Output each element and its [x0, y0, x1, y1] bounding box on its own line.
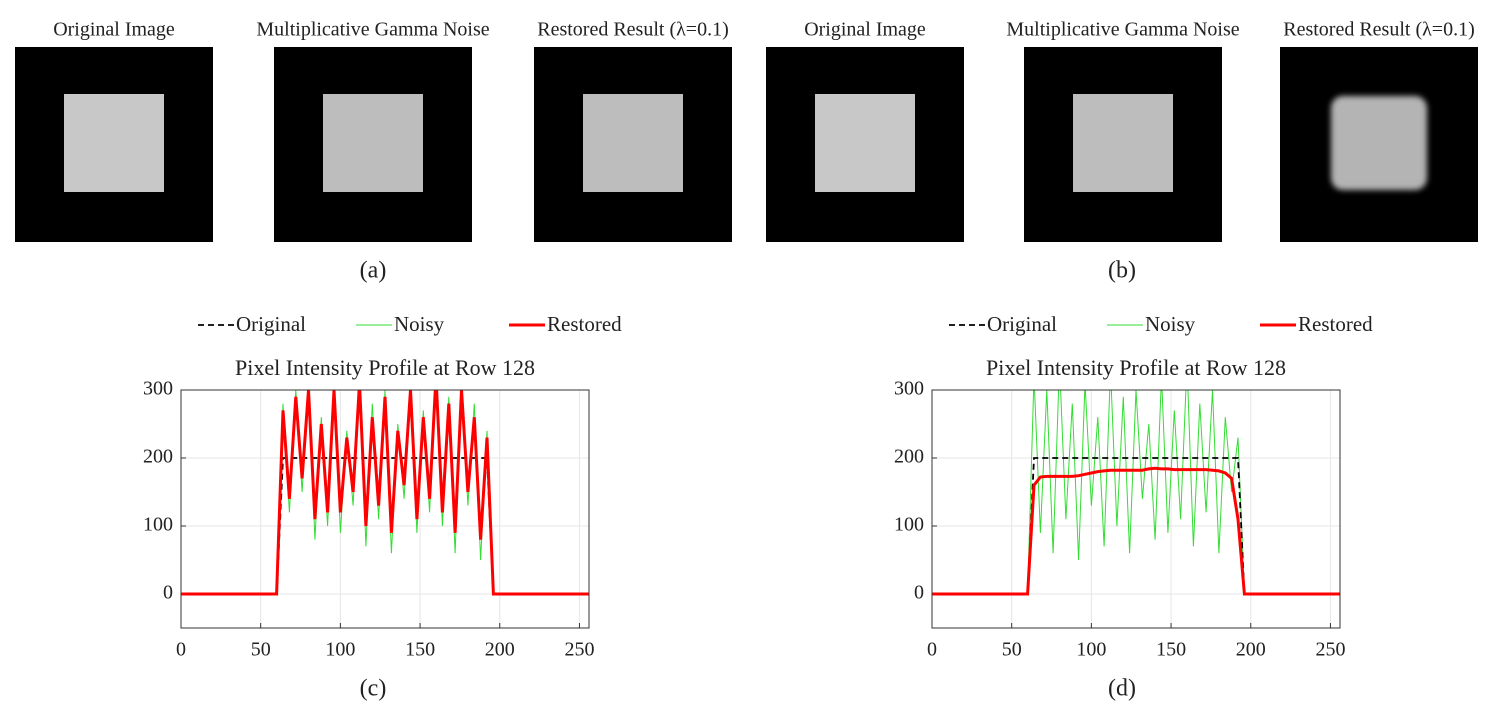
- series-line: [932, 466, 1340, 596]
- series-line: [932, 457, 1340, 595]
- image-square: [64, 94, 164, 192]
- image-title: Multiplicative Gamma Noise: [256, 19, 489, 41]
- x-tick-label: 100: [1076, 639, 1106, 661]
- chart-caption: (d): [1108, 676, 1136, 702]
- y-tick-label: 200: [143, 446, 173, 468]
- image-noise: [583, 94, 683, 192]
- chart-caption: (c): [360, 676, 387, 702]
- image-title: Original Image: [804, 19, 926, 41]
- y-tick-label: 0: [914, 582, 924, 604]
- image-square: [1331, 96, 1427, 190]
- series-line: [932, 390, 1340, 595]
- x-tick-label: 0: [927, 639, 937, 661]
- plot-frame: [180, 389, 590, 629]
- x-tick-label: 50: [1002, 639, 1022, 661]
- legend-label: Restored: [547, 312, 622, 336]
- panel-label: (b): [1108, 258, 1136, 284]
- x-tick-label: 50: [251, 639, 271, 661]
- x-tick-label: 200: [1236, 639, 1266, 661]
- y-tick-label: 200: [894, 446, 924, 468]
- y-tick-label: 300: [143, 378, 173, 400]
- legend-label: Noisy: [1145, 312, 1196, 336]
- y-tick-label: 300: [894, 378, 924, 400]
- image-square: [815, 94, 915, 192]
- y-tick-label: 0: [163, 582, 173, 604]
- y-tick-label: 100: [143, 514, 173, 536]
- x-tick-label: 250: [1315, 639, 1345, 661]
- image-title: Restored Result (λ=0.1): [1283, 19, 1475, 41]
- x-tick-label: 200: [485, 639, 515, 661]
- x-tick-label: 0: [176, 639, 186, 661]
- series-line: [181, 390, 589, 596]
- chart-title: Pixel Intensity Profile at Row 128: [235, 355, 535, 380]
- x-tick-label: 150: [1156, 639, 1186, 661]
- chart-title: Pixel Intensity Profile at Row 128: [986, 355, 1286, 380]
- image-title: Multiplicative Gamma Noise: [1006, 19, 1239, 41]
- plot-frame: [931, 389, 1341, 629]
- image-title: Restored Result (λ=0.1): [537, 19, 729, 41]
- legend-label: Noisy: [394, 312, 445, 336]
- image-noise: [1073, 94, 1173, 192]
- image-noise: [323, 94, 423, 192]
- plot-lines: [181, 390, 589, 596]
- x-tick-label: 250: [564, 639, 594, 661]
- legend-label: Original: [236, 312, 306, 336]
- legend-label: Restored: [1298, 312, 1373, 336]
- y-tick-label: 100: [894, 514, 924, 536]
- plot-lines: [932, 390, 1340, 596]
- panel-label: (a): [360, 258, 387, 284]
- series-line: [181, 457, 589, 595]
- image-title: Original Image: [53, 19, 175, 41]
- legend-label: Original: [987, 312, 1057, 336]
- x-tick-label: 100: [325, 639, 355, 661]
- x-tick-label: 150: [405, 639, 435, 661]
